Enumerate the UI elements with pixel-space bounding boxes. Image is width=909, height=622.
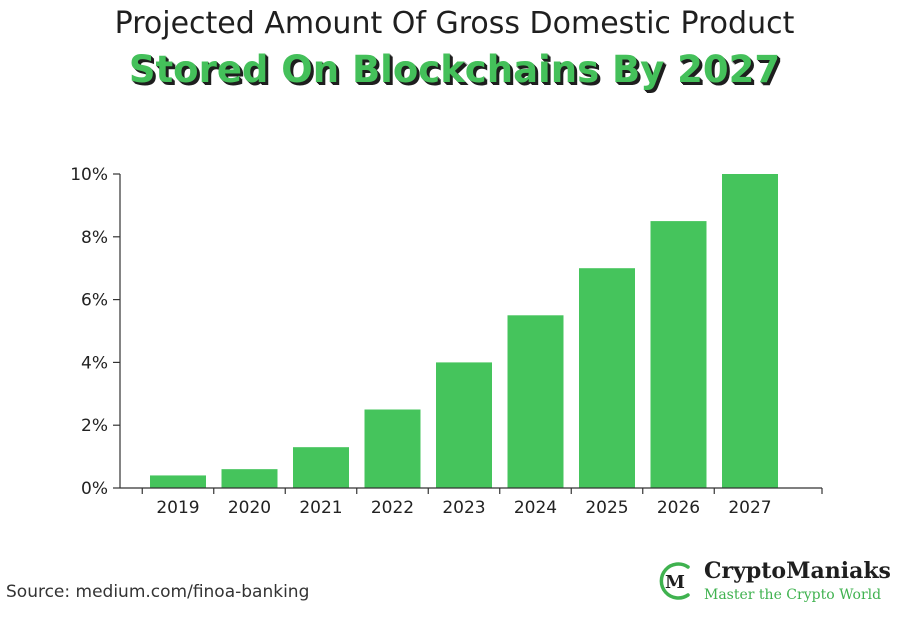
bar-2019	[150, 475, 206, 488]
chart-title-line1: Projected Amount Of Gross Domestic Produ…	[114, 6, 795, 41]
chart-title-line2: Stored On Blockchains By 2027	[128, 48, 781, 91]
bar-2022	[364, 409, 421, 488]
cryptomaniaks-logo-icon: M	[659, 562, 690, 600]
x-tick-label-2026: 2026	[657, 498, 700, 518]
y-tick-label: 2%	[81, 416, 108, 436]
x-tick-label-2027: 2027	[728, 498, 771, 518]
brand-tagline: Master the Crypto World	[704, 587, 882, 603]
x-tick-label-2025: 2025	[585, 498, 628, 518]
brand-block: M CryptoManiaks Master the Crypto World	[652, 556, 902, 608]
x-tick-label-2020: 2020	[228, 498, 271, 518]
y-tick-label: 0%	[81, 479, 108, 499]
brand-name: CryptoManiaks	[704, 558, 891, 584]
y-tick-label: 6%	[81, 291, 108, 311]
bars-group	[150, 174, 778, 488]
bar-2020	[221, 469, 278, 488]
bar-2027	[722, 174, 778, 488]
y-tick-label: 4%	[81, 353, 108, 373]
axes-group	[119, 174, 823, 494]
x-tick-label-2019: 2019	[156, 498, 199, 518]
bar-2025	[579, 268, 635, 488]
x-tick-label-2021: 2021	[299, 498, 342, 518]
bar-2021	[293, 447, 349, 488]
bar-2026	[650, 221, 707, 488]
source-note: Source: medium.com/finoa-banking	[6, 582, 310, 602]
bar-2024	[507, 315, 564, 488]
x-tick-label-2023: 2023	[442, 498, 485, 518]
y-tick-label: 10%	[70, 165, 108, 185]
y-ticks-group: 0% 2% 4% 6% 8% 10%	[70, 165, 120, 499]
x-tick-label-2022: 2022	[371, 498, 414, 518]
logo-letter: M	[665, 572, 685, 593]
x-tick-label-2024: 2024	[514, 498, 557, 518]
x-ticks-group: 2019 2020 2021 2022 2023 2024 2025 2026 2027	[141, 488, 772, 518]
bar-2023	[436, 362, 492, 488]
y-tick-label: 8%	[81, 228, 108, 248]
